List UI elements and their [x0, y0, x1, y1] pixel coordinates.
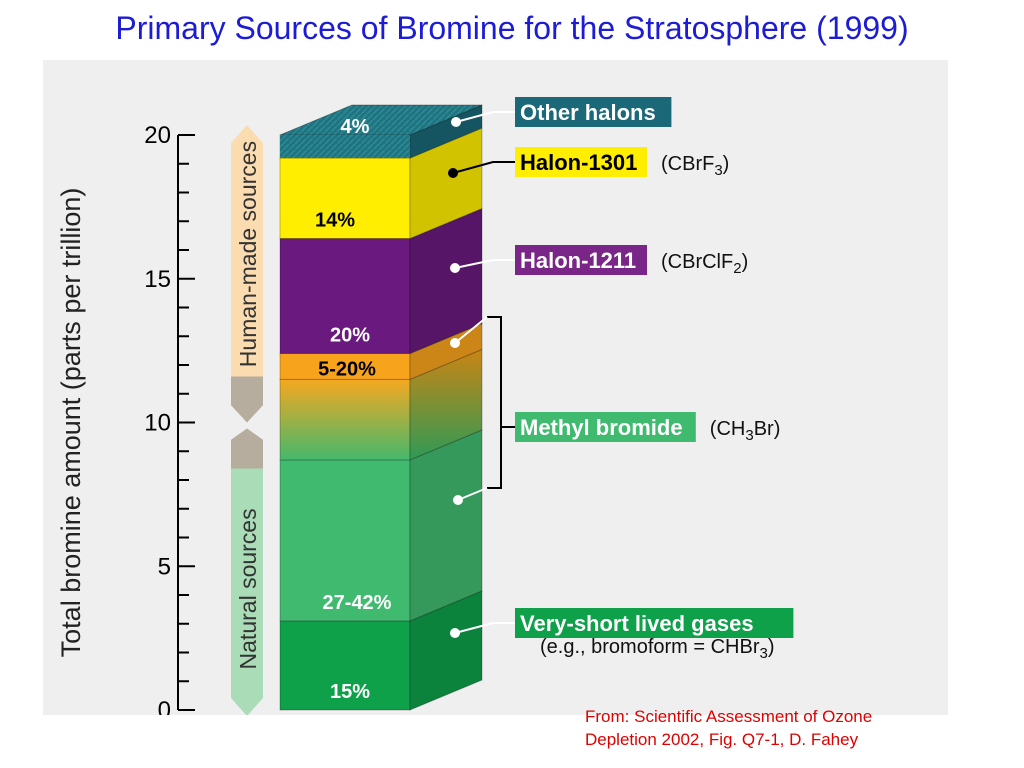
legend-very-short-lived: Very-short lived gases — [450, 608, 794, 638]
leader-dot — [453, 495, 463, 505]
bar-segments: 15% 27-42% 5-20% 20% 14% 4% — [279, 104, 483, 711]
segment-front-hatch — [280, 135, 410, 158]
leader-dot — [450, 263, 460, 273]
y-tick-label: 15 — [144, 266, 171, 293]
y-tick-label: 0 — [158, 697, 171, 715]
pct-label-halon-1211: 20% — [330, 325, 370, 347]
y-tick-label: 10 — [144, 410, 171, 437]
y-tick-label: 20 — [144, 122, 171, 149]
leader-line — [457, 487, 488, 501]
legend-box-methyl-bromide — [515, 412, 696, 442]
pct-label-very-short-lived: 15% — [330, 681, 370, 703]
segment-side-methyl-bromide-natural — [409, 429, 483, 622]
formula-halon-1301: (CBrF3) — [661, 153, 729, 179]
figure-panel: 0 5 10 15 20 Total bromine amount (parts per … — [43, 60, 948, 715]
legend-text-very-short-lived: Very-short lived gases — [520, 611, 754, 636]
natural-arrow — [231, 459, 263, 715]
legend-box-halon-1211 — [515, 245, 647, 275]
bar-segment-methyl-bromide-uncertain — [279, 348, 483, 461]
y-axis: 0 5 10 15 20 Total bromine amount (parts per … — [56, 122, 195, 715]
leader-line — [452, 161, 515, 174]
legend-halon-1211: Halon-1211 (CBrClF2) — [450, 245, 748, 277]
legend-box-halon-1301 — [515, 147, 647, 177]
legend-text-halon-1211: Halon-1211 — [520, 248, 636, 273]
bar-segment-very-short-lived — [279, 590, 483, 711]
natural-label: Natural sources — [235, 508, 261, 669]
overlap-zone-bottom — [231, 428, 263, 469]
segment-front-methyl-bromide-uncertain — [279, 378, 411, 461]
citation-line-1: From: Scientific Assessment of Ozone — [585, 707, 873, 726]
leader-line — [455, 111, 515, 123]
bar-segment-other-halons — [279, 104, 483, 159]
leader-dot — [451, 117, 461, 127]
source-group-arrows: Human-made sources Natural sources — [231, 125, 263, 715]
citation-line-2: Depletion 2002, Fig. Q7-1, D. Fahey — [585, 730, 859, 749]
human-made-label: Human-made sources — [235, 141, 261, 367]
legend-methyl-bromide: Methyl bromide (CH3Br) — [450, 316, 781, 505]
segment-front-methyl-bromide-natural — [279, 459, 411, 622]
y-axis-label: Total bromine amount (parts per trillion… — [56, 188, 86, 658]
source-citation: From: Scientific Assessment of Ozone Dep… — [585, 705, 872, 751]
methyl-bromide-bracket — [487, 316, 502, 489]
leader-dot — [450, 628, 460, 638]
legend-labels: Other halons Halon-1301 (CBrF3) Halon-1211 (… — [448, 97, 794, 662]
legend-text-halon-1301: Halon-1301 — [520, 150, 637, 175]
segment-front-methyl-bromide-human — [279, 353, 411, 380]
leader-line — [454, 259, 515, 269]
pct-label-methyl-bromide-natural: 27-42% — [323, 592, 392, 614]
bar-segment-halon-1211 — [279, 207, 483, 355]
legend-text-methyl-bromide: Methyl bromide — [520, 415, 683, 440]
leader-dot — [450, 338, 460, 348]
pct-label-other-halons: 4% — [341, 116, 370, 138]
legend-box-other-halons — [515, 97, 672, 127]
page-title: Primary Sources of Bromine for the Strat… — [115, 10, 909, 46]
overlap-zone-top — [231, 376, 263, 423]
bar-segment-halon-1301 — [279, 127, 483, 240]
leader-line — [454, 622, 515, 634]
formula-halon-1211: (CBrClF2) — [661, 251, 748, 277]
legend-box-very-short-lived — [515, 608, 794, 638]
legend-text-other-halons: Other halons — [520, 100, 656, 125]
pct-label-methyl-bromide-human: 5-20% — [318, 358, 376, 380]
leader-line — [454, 316, 488, 344]
y-tick-label: 5 — [158, 553, 171, 580]
bar-segment-methyl-bromide-human — [279, 322, 483, 381]
human-made-arrow — [231, 125, 263, 386]
legend-other-halons: Other halons — [451, 97, 672, 127]
legend-halon-1301: Halon-1301 (CBrF3) — [448, 147, 729, 179]
bar-segment-methyl-bromide-natural — [279, 429, 483, 622]
bromine-stacked-bar-chart: 0 5 10 15 20 Total bromine amount (parts per … — [56, 97, 794, 715]
formula-methyl-bromide: (CH3Br) — [710, 418, 781, 444]
pct-label-halon-1301: 14% — [315, 210, 355, 232]
bromoform-example-note: (e.g., bromoform = CHBr3) — [540, 636, 775, 662]
leader-dot — [448, 168, 458, 178]
segment-front-halon-1301 — [279, 157, 411, 239]
